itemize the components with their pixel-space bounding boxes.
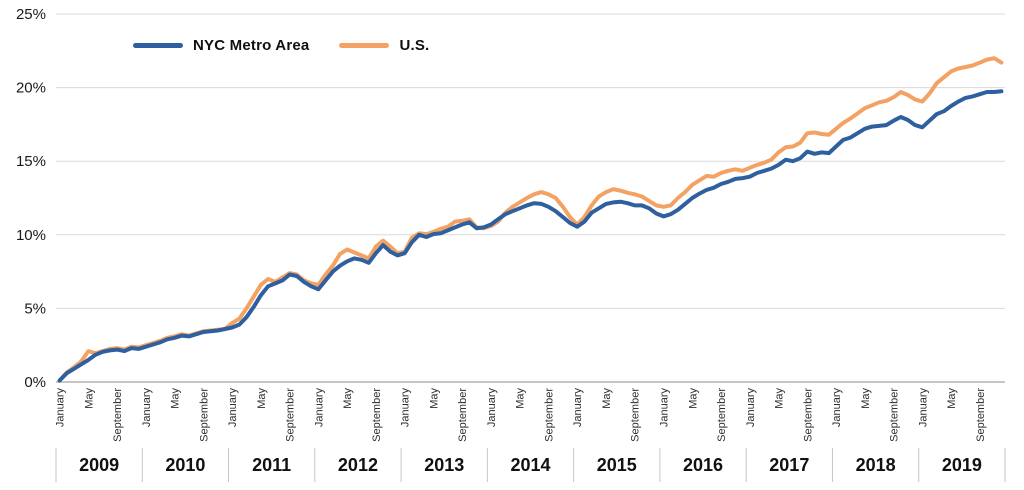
month-tick-label: September [889, 388, 901, 442]
series-line-nyc-metro-area [57, 89, 1004, 383]
year-label: 2018 [856, 455, 896, 475]
month-tick-label: September [285, 388, 297, 442]
year-label: 2013 [424, 455, 464, 475]
year-label: 2016 [683, 455, 723, 475]
month-tick-label: May [601, 388, 613, 409]
month-tick-label: September [112, 388, 124, 442]
y-axis-tick-label: 25% [16, 6, 46, 23]
month-tick-label: January [486, 388, 498, 428]
month-tick-label: January [831, 388, 843, 428]
month-tick-label: May [83, 388, 95, 409]
month-tick-label: September [975, 388, 987, 442]
y-axis-tick-label: 5% [24, 300, 46, 317]
y-axis-tick-label: 0% [24, 374, 46, 391]
month-tick-label: May [428, 388, 440, 409]
year-label: 2011 [252, 455, 291, 475]
month-tick-label: January [141, 388, 153, 428]
month-tick-label: May [774, 388, 786, 409]
month-tick-label: January [745, 388, 757, 428]
year-label: 2014 [510, 455, 550, 475]
month-tick-label: May [946, 388, 958, 409]
month-tick-label: January [917, 388, 929, 428]
legend-item-us: U.S. [339, 37, 429, 54]
month-tick-label: September [371, 388, 383, 442]
year-label: 2010 [165, 455, 205, 475]
month-tick-label: January [227, 388, 239, 428]
month-tick-label: January [55, 388, 67, 428]
legend-label-nyc-metro-area: NYC Metro Area [193, 37, 310, 54]
month-tick-label: May [515, 388, 527, 409]
month-tick-label: May [687, 388, 699, 409]
month-tick-label: January [572, 388, 584, 428]
month-tick-label: September [716, 388, 728, 442]
month-tick-label: May [860, 388, 872, 409]
year-label: 2009 [79, 455, 119, 475]
legend-swatch-us [339, 43, 390, 48]
month-tick-label: January [400, 388, 412, 428]
month-tick-label: January [313, 388, 325, 428]
month-tick-label: May [170, 388, 182, 409]
legend-label-us: U.S. [399, 37, 430, 54]
month-tick-label: September [630, 388, 642, 442]
month-tick-label: May [256, 388, 268, 409]
legend: NYC Metro Area U.S. [133, 37, 429, 54]
month-tick-label: May [342, 388, 354, 409]
month-tick-label: January [659, 388, 671, 428]
legend-item-nyc-metro-area: NYC Metro Area [133, 37, 309, 54]
year-label: 2015 [597, 455, 637, 475]
year-label: 2012 [338, 455, 378, 475]
month-tick-label: September [457, 388, 469, 442]
y-axis-tick-label: 10% [16, 227, 46, 244]
month-tick-label: September [198, 388, 210, 442]
year-label: 2017 [769, 455, 809, 475]
legend-swatch-nyc-metro-area [133, 43, 183, 48]
y-axis-tick-label: 20% [16, 80, 46, 97]
month-tick-label: September [544, 388, 556, 442]
y-axis-tick-label: 15% [16, 153, 46, 170]
year-label: 2019 [942, 455, 982, 475]
month-tick-label: September [802, 388, 814, 442]
